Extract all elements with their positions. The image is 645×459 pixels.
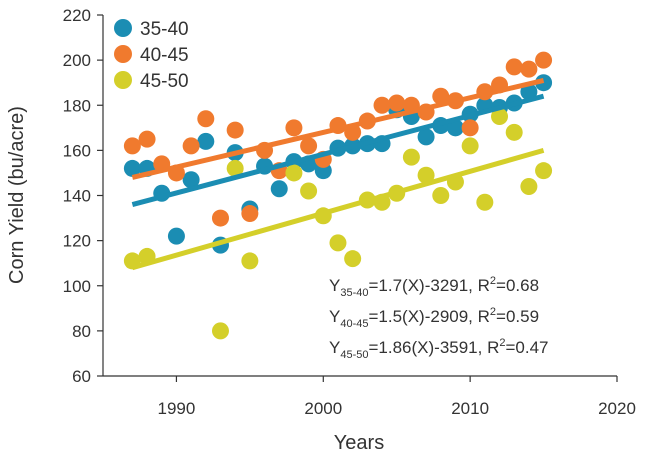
- data-point: [270, 180, 288, 198]
- legend: 35-40 40-45 45-50: [114, 19, 189, 92]
- legend-marker: [114, 19, 132, 37]
- data-point: [432, 187, 450, 204]
- data-point: [505, 58, 523, 76]
- equation-35-40: Y35-40=1.7(X)-3291, R2=0.68: [329, 275, 539, 299]
- data-point: [211, 209, 229, 227]
- data-point: [123, 159, 141, 177]
- y-tick-label: 100: [63, 277, 91, 296]
- data-point: [182, 171, 200, 189]
- x-tick-label: 2020: [598, 399, 636, 418]
- data-point: [461, 137, 479, 155]
- y-axis-title: Corn Yield (bu/acre): [6, 106, 28, 284]
- trend-line-45-50: [131, 147, 545, 271]
- data-point: [535, 51, 553, 69]
- trend-line-35-40: [131, 93, 545, 207]
- data-point: [138, 130, 156, 148]
- x-tick-label: 1990: [158, 399, 196, 418]
- data-point: [535, 162, 553, 180]
- data-point: [241, 252, 259, 270]
- series-40-45: [123, 51, 553, 227]
- data-point: [402, 148, 420, 166]
- data-point: [520, 60, 538, 78]
- data-point: [505, 123, 523, 141]
- y-tick-label: 200: [63, 51, 91, 70]
- x-tick-label: 2010: [451, 399, 489, 418]
- data-point: [329, 234, 347, 252]
- equation-45-50: Y45-50=1.86(X)-3591, R2=0.47: [329, 337, 549, 361]
- data-point: [491, 108, 509, 126]
- y-tick-label: 120: [63, 232, 91, 251]
- data-point: [226, 159, 244, 177]
- x-axis-title: Years: [334, 432, 384, 454]
- axes: 60 80 100 120 140 160 180 200 220 1990 2000 2010 202…: [63, 6, 636, 418]
- data-point: [211, 322, 229, 340]
- legend-label: 35-40: [140, 19, 189, 40]
- legend-item: 40-45: [114, 45, 189, 66]
- plot-area: [123, 51, 553, 340]
- y-tick-label: 60: [72, 367, 91, 386]
- data-point: [300, 182, 318, 200]
- data-point: [241, 205, 259, 223]
- data-point: [476, 193, 494, 211]
- data-point: [182, 137, 200, 155]
- data-point: [167, 227, 185, 245]
- y-tick-label: 180: [63, 96, 91, 115]
- y-tick-label: 140: [63, 187, 91, 206]
- data-point: [432, 87, 450, 105]
- y-tick-label: 80: [72, 322, 91, 341]
- data-point: [197, 110, 215, 128]
- data-point: [123, 137, 141, 155]
- data-point: [344, 250, 362, 268]
- legend-label: 45-50: [140, 71, 189, 92]
- legend-label: 40-45: [140, 45, 189, 66]
- series-45-50: [123, 108, 553, 340]
- y-tick-label: 220: [63, 6, 91, 25]
- legend-marker: [114, 71, 132, 89]
- data-point: [226, 121, 244, 139]
- y-tick-label: 160: [63, 141, 91, 160]
- x-tick-label: 2000: [304, 399, 342, 418]
- equation-40-45: Y40-45=1.5(X)-2909, R2=0.59: [329, 306, 539, 330]
- data-point: [446, 119, 464, 137]
- data-point: [300, 137, 318, 155]
- legend-marker: [114, 45, 132, 63]
- trend-line-40-45: [131, 77, 545, 180]
- data-point: [197, 132, 215, 150]
- data-point: [373, 96, 391, 114]
- data-point: [388, 94, 406, 112]
- regression-equations: Y35-40=1.7(X)-3291, R2=0.68 Y40-45=1.5(X)…: [329, 275, 549, 361]
- data-point: [417, 166, 435, 184]
- legend-item: 45-50: [114, 71, 189, 92]
- data-point: [417, 128, 435, 146]
- data-point: [461, 119, 479, 137]
- data-point: [285, 164, 303, 182]
- data-point: [520, 177, 538, 195]
- legend-item: 35-40: [114, 19, 189, 40]
- data-point: [285, 119, 303, 137]
